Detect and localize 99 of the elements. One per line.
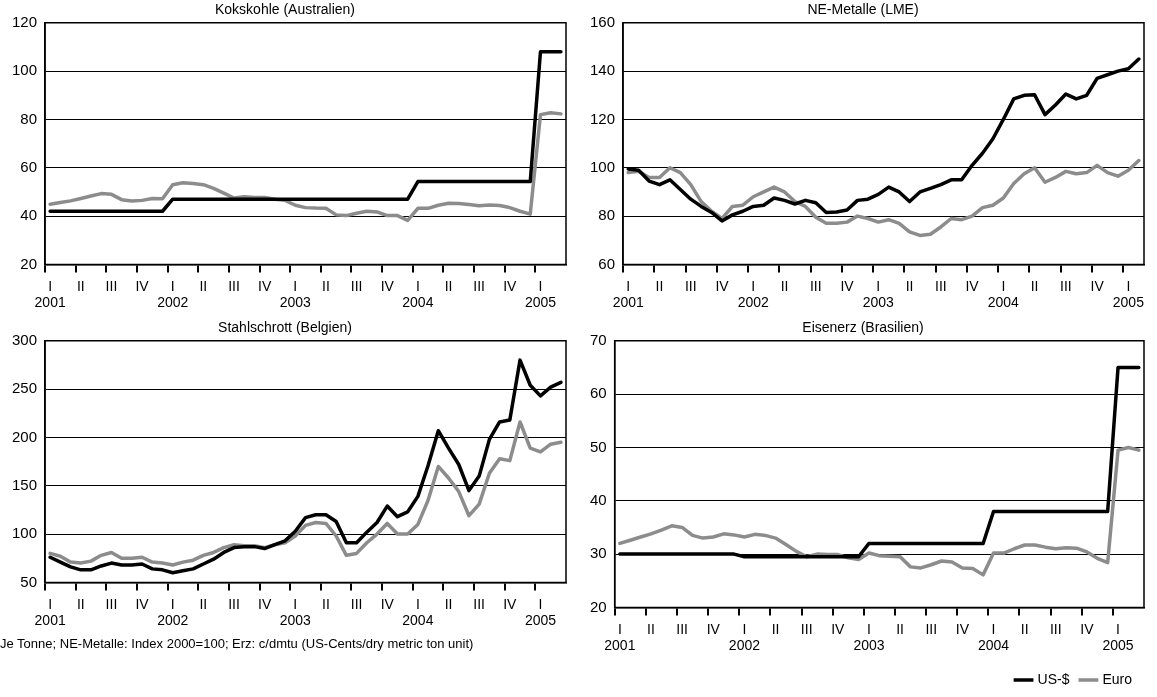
x-tick-label: I 2004 [402,595,434,629]
x-tick-label: I 2005 [1102,620,1134,654]
x-tick-label: I 2004 [987,277,1020,311]
x-tick-label: III [228,595,240,612]
x-tick-label: I 2005 [524,595,557,629]
y-tick-label: 120 [12,12,38,30]
x-tick-label: I 2002 [157,277,189,311]
x-tick-label: II [199,595,208,612]
y-tick-label: 80 [598,206,616,224]
x-tick-label: IV [380,595,395,612]
chart-title: Eisenerz (Brasilien) [802,319,924,336]
x-tick-label: II [322,595,330,612]
x-tick-label: II [1020,620,1029,637]
x-tick-label: III [228,277,240,294]
x-tick-label: II [771,620,780,637]
x-tick-label: I 2003 [279,277,312,311]
x-tick-label: I 2005 [1112,277,1145,311]
y-tick-label: 60 [590,384,607,402]
x-tick-label: IV [135,277,150,294]
x-tick-label: II [896,620,904,637]
y-tick-label: 40 [20,206,38,224]
x-tick-label: I 2003 [279,595,312,629]
x-tick-label: IV [258,277,272,294]
x-tick-label: IV [715,277,730,294]
y-tick-label: 100 [590,157,616,175]
x-tick-label: IV [840,277,855,294]
y-tick-label: 100 [12,61,38,79]
x-tick-label: IV [955,620,970,637]
x-tick-label: II [76,595,85,612]
y-tick-label: 300 [12,330,38,348]
x-tick-label: I 2002 [157,595,189,629]
y-tick-label: 40 [590,490,607,508]
y-tick-label: 80 [20,109,38,127]
x-tick-label: II [76,277,85,294]
x-tick-label: I 2001 [604,620,636,654]
x-tick-label: III [809,277,822,294]
y-tick-label: 70 [590,330,607,348]
x-tick-label: I 2004 [977,620,1010,654]
x-tick-label: II [444,595,453,612]
legend-label: US-$ [1037,670,1070,687]
chart-title: NE-Metalle (LME) [807,1,919,18]
x-tick-label: III [684,277,697,294]
x-tick-label: II [199,277,208,294]
y-tick-label: 140 [590,61,616,79]
x-tick-label: IV [706,620,721,637]
x-tick-label: IV [965,277,980,294]
x-tick-label: IV [135,595,150,612]
x-tick-label: III [800,620,813,637]
x-tick-label: IV [503,277,518,294]
x-tick-label: II [655,277,664,294]
x-tick-label: II [780,277,789,294]
x-tick-label: II [1030,277,1039,294]
x-tick-label: II [322,277,330,294]
x-tick-label: III [350,277,363,294]
x-tick-label: III [925,620,938,637]
y-tick-label: 250 [12,379,38,397]
y-tick-label: 150 [12,475,38,493]
y-tick-label: 160 [590,12,616,30]
y-tick-label: 50 [590,437,607,455]
y-tick-label: 120 [590,109,616,127]
x-tick-label: III [105,277,118,294]
x-tick-label: IV [1080,620,1095,637]
x-tick-label: III [473,595,486,612]
y-tick-label: 30 [590,544,607,562]
y-tick-label: 200 [12,427,38,445]
text: Je Tonne; NE-Metalle: Index 2000=100; Erz: c/dmtu (US-Cents/dry metric ton unit) [0,636,474,651]
x-tick-label: III [105,595,118,612]
y-tick-label: 20 [590,597,607,615]
x-tick-label: II [444,277,453,294]
y-tick-label: 60 [598,254,616,272]
x-tick-label: III [1060,277,1072,294]
x-tick-label: I 2001 [612,277,645,311]
chart-title: Kokskohle (Australien) [214,1,356,18]
y-tick-label: 60 [20,157,38,175]
x-tick-label: I 2002 [737,277,770,311]
x-tick-label: IV [1090,277,1105,294]
x-tick-label: I 2003 [853,620,885,654]
x-tick-label: III [676,620,688,637]
x-tick-label: II [647,620,655,637]
x-tick-label: IV [258,595,272,612]
x-tick-label: III [1049,620,1062,637]
x-tick-label: III [350,595,363,612]
x-tick-label: IV [380,277,395,294]
x-tick-label: I 2001 [34,277,66,311]
x-tick-label: IV [503,595,518,612]
x-tick-label: I 2002 [728,620,761,654]
y-tick-label: 100 [12,524,38,542]
x-tick-label: I 2003 [862,277,895,311]
chart-title: Stahlschrott (Belgien) [218,319,352,336]
x-tick-label: II [905,277,914,294]
y-tick-label: 20 [20,254,38,272]
x-tick-label: IV [831,620,846,637]
x-tick-label: III [934,277,947,294]
legend-label: Euro [1102,670,1133,687]
x-tick-label: I 2001 [34,595,66,629]
x-tick-label: III [473,277,486,294]
x-tick-label: I 2004 [402,277,434,311]
y-tick-label: 50 [20,572,38,590]
x-tick-label: I 2005 [524,277,557,311]
